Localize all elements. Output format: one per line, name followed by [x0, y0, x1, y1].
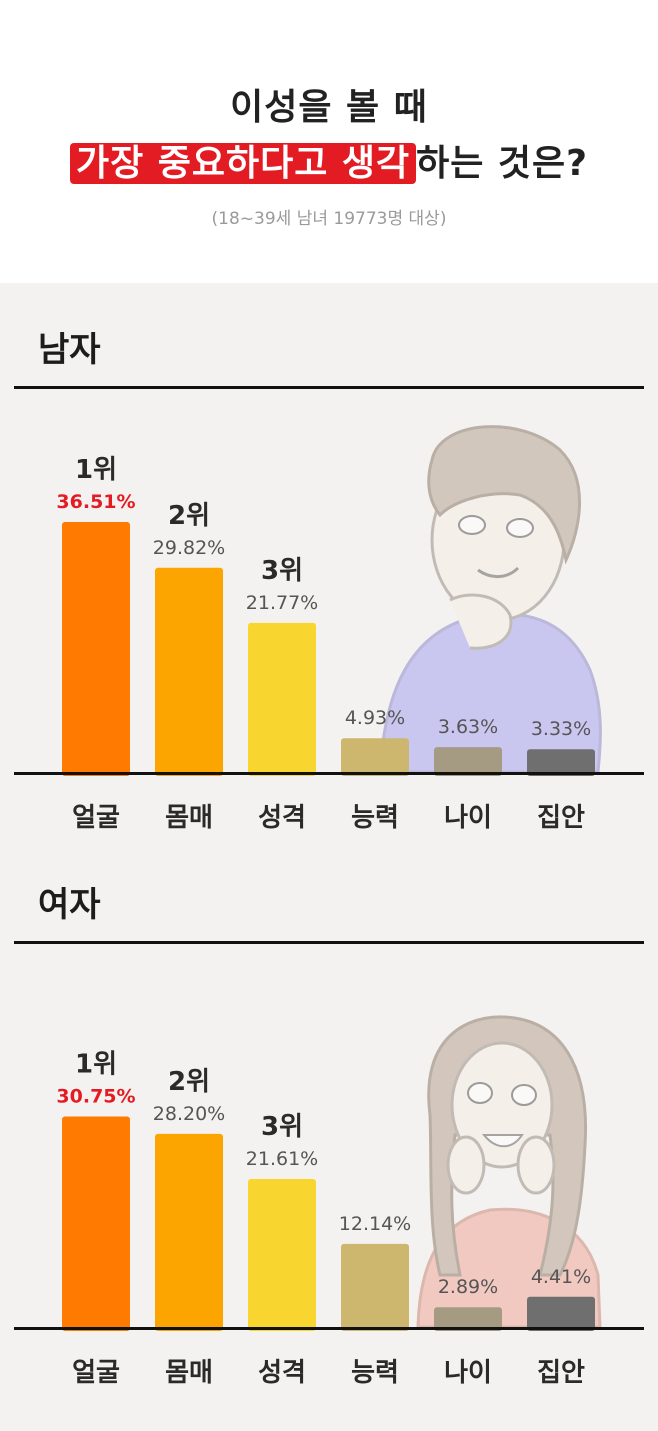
male-category-label-1: 얼굴	[72, 803, 120, 833]
male-value-label-6: 3.33%	[531, 718, 591, 740]
section-title-male: 남자	[38, 330, 101, 370]
title-rest: 하는 것은?	[416, 143, 589, 184]
female-rank-label-1: 1위	[75, 1049, 117, 1079]
female-category-label-5: 나이	[444, 1358, 492, 1388]
male-value-label-2: 29.82%	[153, 537, 225, 559]
female-rank-label-3: 3위	[261, 1112, 303, 1142]
male-rank-label-3: 3위	[261, 556, 303, 586]
female-rank-label-2: 2위	[168, 1067, 210, 1097]
title-line1: 이성을 볼 때	[230, 87, 428, 128]
female-bar-6	[527, 1296, 595, 1331]
title-line2: 가장 중요하다고 생각 하는 것은?	[0, 134, 658, 186]
female-chart: 30.75% 1위 28.20% 2위 21.61% 3위 12.14% 2.89% 4.41%	[56, 1015, 602, 1331]
female-category-label-2: 몸매	[165, 1358, 213, 1388]
header: 이성을 볼 때 가장 중요하다고 생각 하는 것은? (18~39세 남녀 197…	[0, 0, 658, 283]
female-value-label-1: 30.75%	[56, 1085, 135, 1107]
female-category-label-1: 얼굴	[72, 1358, 120, 1388]
female-value-label-2: 28.20%	[153, 1103, 225, 1125]
male-value-label-3: 21.77%	[246, 592, 318, 614]
male-value-label-5: 3.63%	[438, 716, 498, 738]
title-highlight: 가장 중요하다고 생각	[69, 143, 417, 184]
male-rank-label-1: 1위	[75, 455, 117, 485]
baseline-male	[14, 772, 644, 775]
section-rule-male	[14, 386, 644, 389]
female-bar-2	[155, 1133, 223, 1331]
male-bar-5	[434, 747, 502, 776]
female-category-label-6: 집안	[537, 1358, 585, 1388]
male-value-label-4: 4.93%	[345, 707, 405, 729]
male-value-label-1: 36.51%	[56, 491, 135, 513]
male-category-label-4: 능력	[351, 803, 399, 833]
female-bar-1	[62, 1116, 130, 1331]
female-category-label-3: 성격	[258, 1358, 306, 1388]
female-value-label-6: 4.41%	[531, 1266, 591, 1288]
female-value-label-4: 12.14%	[339, 1213, 411, 1235]
male-rank-label-2: 2위	[168, 501, 210, 531]
male-chart: 36.51% 1위 29.82% 2위 21.77% 3위 4.93% 3.63% 3.33%	[56, 425, 602, 776]
female-value-label-3: 21.61%	[246, 1148, 318, 1170]
baseline-female	[14, 1327, 644, 1330]
female-bar-5	[434, 1307, 502, 1331]
male-bar-3	[248, 622, 316, 776]
female-bar-3	[248, 1179, 316, 1331]
section-title-female: 여자	[38, 885, 101, 925]
female-category-label-4: 능력	[351, 1358, 399, 1388]
male-bar-2	[155, 567, 223, 776]
female-bar-4	[341, 1243, 409, 1331]
woman-illustration	[416, 1015, 602, 1329]
man-illustration	[378, 425, 602, 774]
male-bar-4	[341, 738, 409, 776]
subtitle: (18~39세 남녀 19773명 대상)	[211, 209, 447, 229]
male-bar-1	[62, 522, 130, 776]
section-rule-female	[14, 941, 644, 944]
male-category-label-3: 성격	[258, 803, 306, 833]
female-value-label-5: 2.89%	[438, 1276, 498, 1298]
male-category-label-6: 집안	[537, 803, 585, 833]
male-category-label-2: 몸매	[165, 803, 213, 833]
male-category-label-5: 나이	[444, 803, 492, 833]
male-bar-6	[527, 749, 595, 776]
